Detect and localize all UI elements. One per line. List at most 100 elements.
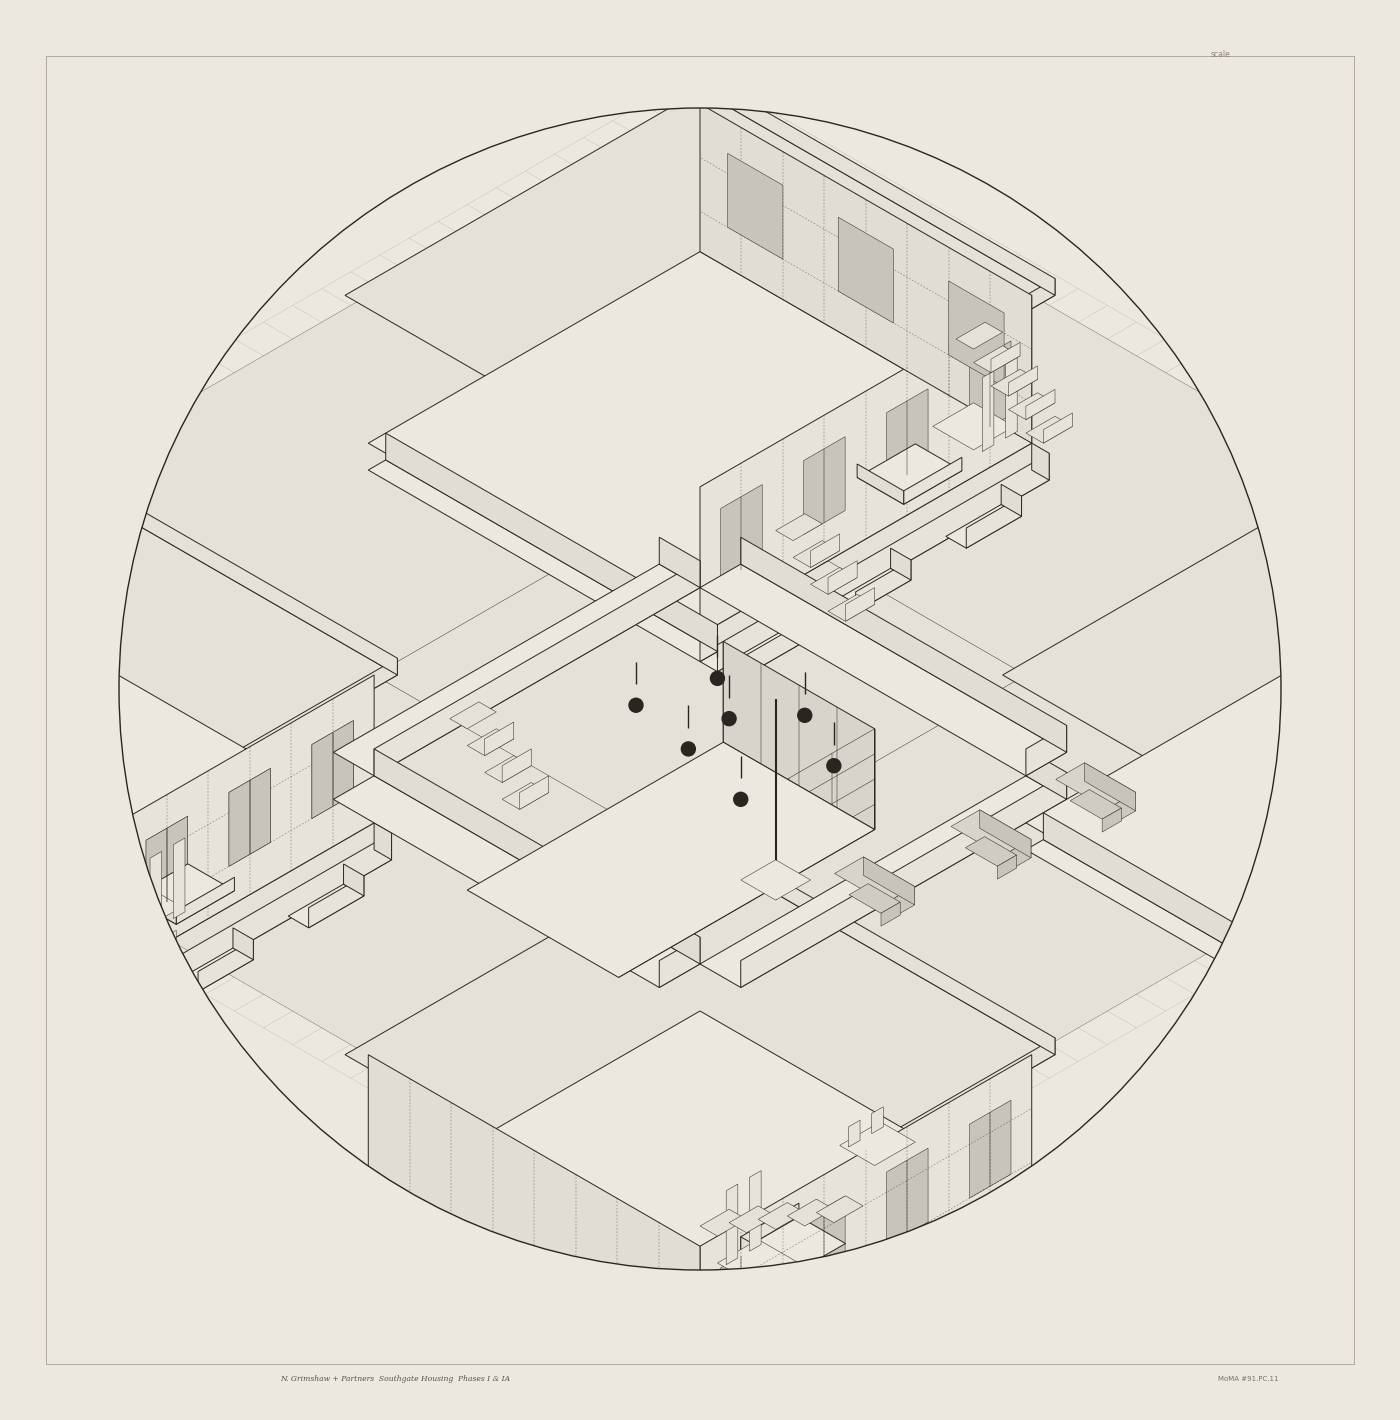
Polygon shape [468,728,514,755]
Polygon shape [1026,839,1375,1041]
Polygon shape [42,659,398,880]
Polygon shape [749,1170,762,1251]
Polygon shape [344,849,1056,1260]
Polygon shape [122,991,143,1024]
Polygon shape [312,720,353,818]
Polygon shape [343,863,364,896]
Polygon shape [42,453,398,674]
Polygon shape [1385,532,1400,639]
Polygon shape [700,834,1056,1055]
Polygon shape [886,389,928,487]
Polygon shape [700,278,1056,500]
Polygon shape [811,568,857,595]
Polygon shape [519,775,549,809]
Polygon shape [1008,366,1037,396]
Polygon shape [717,453,1049,672]
Polygon shape [42,849,392,1051]
Circle shape [629,699,643,713]
Polygon shape [827,595,875,621]
Polygon shape [42,295,700,674]
Polygon shape [741,537,1067,753]
Polygon shape [1358,674,1400,1014]
Polygon shape [728,153,783,260]
Polygon shape [63,865,105,963]
Polygon shape [827,561,857,595]
Polygon shape [130,934,176,960]
Polygon shape [794,541,840,568]
Polygon shape [839,217,893,322]
Polygon shape [727,1184,738,1265]
Polygon shape [659,937,700,987]
Polygon shape [1008,393,1056,420]
Polygon shape [724,642,875,829]
Polygon shape [1032,1203,1049,1240]
Text: scale: scale [1211,50,1231,60]
Polygon shape [966,836,1016,866]
Polygon shape [890,548,911,581]
Polygon shape [101,883,182,930]
Polygon shape [503,748,531,782]
Polygon shape [374,822,392,859]
Polygon shape [60,834,392,1051]
Polygon shape [857,464,903,504]
Polygon shape [717,1213,1049,1420]
Polygon shape [970,1100,1011,1198]
Polygon shape [0,839,60,1041]
Polygon shape [232,927,253,960]
Polygon shape [759,1203,805,1230]
Polygon shape [368,1011,1032,1394]
Polygon shape [484,721,514,755]
Polygon shape [503,782,549,809]
Polygon shape [0,674,42,1014]
Polygon shape [1026,389,1056,420]
Polygon shape [840,1122,916,1166]
Polygon shape [966,496,1022,548]
Polygon shape [1056,763,1135,809]
Polygon shape [970,341,1011,439]
Polygon shape [1358,849,1400,1051]
Polygon shape [700,775,1067,987]
Polygon shape [780,612,801,643]
Polygon shape [468,743,875,977]
Polygon shape [787,1198,834,1225]
Polygon shape [130,885,176,924]
Polygon shape [150,852,161,932]
Polygon shape [776,514,822,541]
Polygon shape [374,487,1026,863]
Polygon shape [1358,1004,1375,1041]
Polygon shape [903,457,962,504]
Polygon shape [1002,839,1030,875]
Polygon shape [197,940,253,991]
Polygon shape [997,855,1016,879]
Polygon shape [42,674,374,1014]
Polygon shape [67,1012,143,1055]
Polygon shape [1001,484,1022,517]
Polygon shape [386,433,717,652]
Polygon shape [1358,659,1400,880]
Polygon shape [333,564,700,775]
Polygon shape [973,345,1021,372]
Polygon shape [1375,834,1400,1051]
Polygon shape [741,772,1067,987]
Circle shape [827,758,841,772]
Polygon shape [886,1149,928,1245]
Polygon shape [745,623,801,676]
Polygon shape [729,1206,776,1233]
Polygon shape [449,701,497,728]
Polygon shape [63,865,105,963]
Polygon shape [230,768,270,866]
Polygon shape [146,816,188,914]
Polygon shape [619,728,875,977]
Polygon shape [42,674,700,1055]
Polygon shape [741,1203,799,1250]
Polygon shape [700,625,717,662]
Polygon shape [374,561,700,775]
Polygon shape [811,534,840,568]
Polygon shape [0,632,374,1014]
Polygon shape [946,504,1022,548]
Text: MoMA #91.PC.11: MoMA #91.PC.11 [1218,1376,1278,1382]
Polygon shape [741,1217,846,1277]
Polygon shape [991,369,1037,396]
Polygon shape [700,295,1358,674]
Polygon shape [886,886,914,922]
